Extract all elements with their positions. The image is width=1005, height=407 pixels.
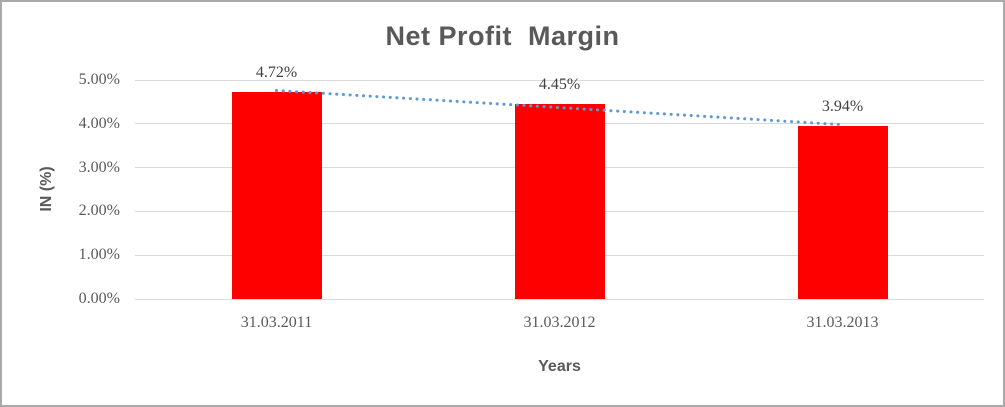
x-axis-title: Years — [538, 358, 581, 375]
gridline — [135, 79, 984, 81]
y-tick-label: 2.00% — [78, 202, 120, 220]
bar — [797, 126, 888, 299]
bar-data-label: 3.94% — [821, 98, 864, 116]
category-label: 31.03.2011 — [240, 314, 313, 331]
category-label: 31.03.2012 — [523, 314, 596, 331]
y-tick-label: 3.00% — [78, 158, 120, 176]
plot-area — [135, 79, 984, 300]
bar-data-label: 4.45% — [538, 76, 581, 94]
category-label: 31.03.2013 — [806, 314, 879, 331]
y-tick-label: 4.00% — [78, 114, 120, 132]
y-tick-label: 1.00% — [78, 246, 120, 264]
chart-title: Net Profit Margin — [385, 21, 620, 51]
bar — [514, 104, 605, 299]
y-tick-label: 5.00% — [78, 71, 120, 88]
gridline — [135, 298, 984, 300]
y-tick-label: 0.00% — [78, 290, 120, 307]
bar-data-label: 4.72% — [255, 64, 298, 82]
bar — [231, 92, 322, 299]
